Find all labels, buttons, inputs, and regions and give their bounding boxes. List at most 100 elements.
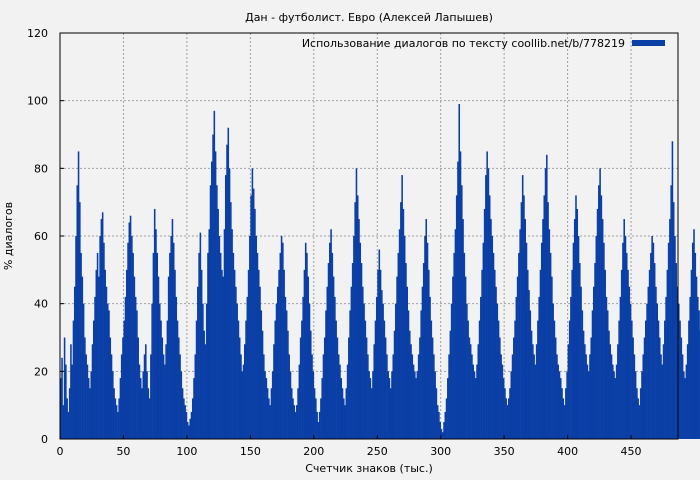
- bar-204: [318, 411, 321, 439]
- bar-399: [566, 371, 568, 439]
- bar-495: [688, 320, 690, 439]
- bar-315: [459, 151, 462, 440]
- bar-366: [524, 219, 527, 439]
- bar-285: [421, 286, 424, 439]
- bar-499: [693, 229, 695, 439]
- bar-267: [398, 229, 401, 439]
- bar-226: [346, 364, 349, 439]
- bar-93: [178, 337, 180, 439]
- bar-210: [326, 286, 329, 439]
- bar-398: [565, 388, 567, 439]
- bar-445: [624, 236, 627, 439]
- bar-140: [237, 320, 240, 439]
- bar-159: [261, 330, 264, 439]
- bar-370: [529, 310, 532, 439]
- bar-135: [231, 229, 233, 439]
- bar-191: [302, 296, 304, 439]
- bar-178: [285, 310, 288, 439]
- bar-50: [123, 320, 126, 439]
- bar-374: [534, 364, 537, 439]
- bar-270: [402, 208, 405, 439]
- y-tick-label-5: 100: [27, 95, 48, 108]
- bar-68: [146, 371, 148, 439]
- bar-343: [495, 286, 497, 439]
- bar-460: [643, 337, 646, 439]
- bar-284: [420, 310, 422, 439]
- bar-462: [646, 303, 648, 439]
- bar-142: [240, 354, 242, 439]
- bar-176: [283, 269, 285, 439]
- bar-319: [464, 276, 467, 439]
- bar-326: [473, 371, 476, 439]
- bar-437: [614, 378, 617, 439]
- bar-186: [296, 405, 298, 439]
- bar-89: [172, 242, 175, 439]
- bar-355: [510, 371, 513, 439]
- bar-220: [339, 364, 341, 439]
- bar-354: [509, 388, 511, 439]
- bar-158: [260, 310, 263, 439]
- bar-498: [691, 242, 694, 439]
- bar-316: [461, 185, 463, 439]
- bar-436: [613, 371, 615, 439]
- bar-397: [563, 405, 566, 439]
- bar-128: [222, 276, 224, 439]
- bar-74: [153, 208, 156, 439]
- bar-363: [520, 202, 523, 439]
- bar-357: [513, 337, 515, 439]
- bar-196: [308, 303, 311, 439]
- chart-title: Дан - футболист. Евро (Алексей Лапышев): [245, 11, 493, 24]
- bar-97: [183, 398, 185, 439]
- x-tick-label-5: 250: [367, 445, 388, 458]
- bar-20: [85, 354, 87, 439]
- bar-356: [511, 354, 514, 439]
- bar-195: [307, 276, 310, 439]
- bar-372: [532, 344, 534, 439]
- bar-470: [656, 303, 658, 439]
- bar-271: [403, 236, 406, 439]
- bar-277: [411, 354, 414, 439]
- bar-98: [184, 405, 186, 439]
- bar-116: [207, 252, 209, 439]
- bar-328: [476, 364, 478, 439]
- bar-412: [582, 330, 585, 439]
- bar-305: [447, 378, 449, 439]
- bar-199: [312, 371, 315, 439]
- bar-173: [279, 252, 282, 439]
- bar-352: [506, 405, 509, 439]
- bar-244: [369, 378, 372, 439]
- bar-276: [410, 344, 412, 439]
- bar-234: [356, 195, 359, 439]
- bar-361: [518, 252, 520, 439]
- bar-122: [214, 151, 217, 440]
- bar-75: [155, 229, 157, 439]
- bar-17: [81, 276, 84, 439]
- bar-12: [75, 236, 77, 439]
- bar-241: [365, 337, 368, 439]
- bar-254: [382, 303, 384, 439]
- bar-289: [426, 242, 429, 439]
- bar-496: [689, 296, 691, 439]
- bar-494: [686, 344, 689, 439]
- bar-251: [378, 249, 381, 439]
- bar-15: [79, 202, 81, 439]
- bar-69: [147, 388, 150, 439]
- bar-218: [336, 337, 339, 439]
- bar-21: [86, 364, 89, 439]
- bar-252: [379, 269, 382, 439]
- bar-26: [92, 320, 95, 439]
- bar-391: [556, 354, 558, 439]
- bar-136: [232, 252, 235, 439]
- bar-78: [158, 303, 161, 439]
- bar-83: [165, 344, 167, 439]
- bar-9: [71, 364, 73, 439]
- bar-114: [204, 344, 207, 439]
- bar-76: [156, 252, 158, 439]
- bar-series: [60, 104, 700, 440]
- bar-206: [321, 378, 323, 439]
- bar-146: [245, 320, 247, 439]
- x-tick-label-1: 50: [116, 445, 130, 458]
- bar-95: [180, 371, 183, 439]
- bar-263: [393, 330, 396, 439]
